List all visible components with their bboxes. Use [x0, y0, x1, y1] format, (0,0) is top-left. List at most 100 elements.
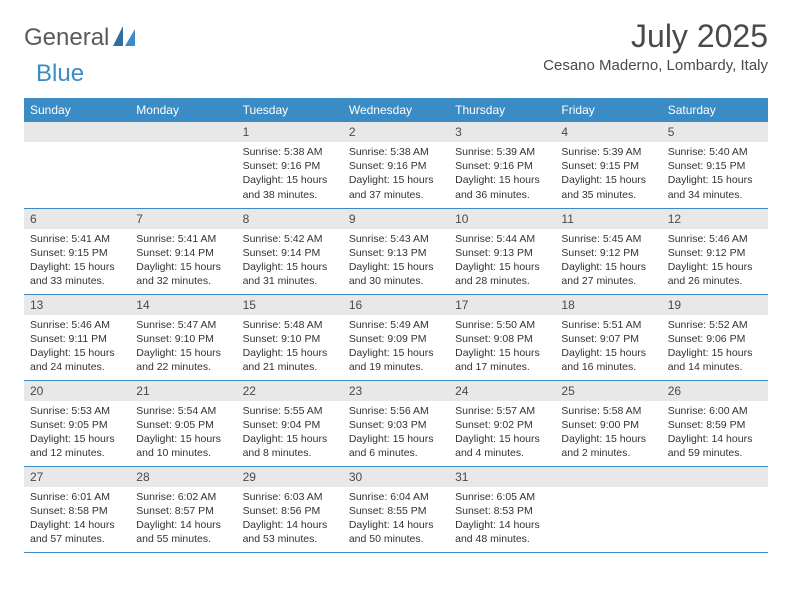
sunrise-text: Sunrise: 6:02 AM — [136, 490, 230, 504]
daylight-text: Daylight: 15 hours and 6 minutes. — [349, 432, 443, 460]
daylight-text: Daylight: 15 hours and 10 minutes. — [136, 432, 230, 460]
sunrise-text: Sunrise: 5:38 AM — [243, 145, 337, 159]
sunrise-text: Sunrise: 5:49 AM — [349, 318, 443, 332]
day-details: Sunrise: 5:55 AMSunset: 9:04 PMDaylight:… — [237, 401, 343, 465]
day-number: 21 — [130, 381, 236, 401]
daylight-text: Daylight: 15 hours and 24 minutes. — [30, 346, 124, 374]
empty-day-number — [662, 467, 768, 487]
day-number: 27 — [24, 467, 130, 487]
calendar-day-cell: 8Sunrise: 5:42 AMSunset: 9:14 PMDaylight… — [237, 208, 343, 294]
calendar-day-cell: 26Sunrise: 6:00 AMSunset: 8:59 PMDayligh… — [662, 380, 768, 466]
sunrise-text: Sunrise: 6:03 AM — [243, 490, 337, 504]
day-number: 25 — [555, 381, 661, 401]
sunset-text: Sunset: 9:15 PM — [668, 159, 762, 173]
daylight-text: Daylight: 15 hours and 33 minutes. — [30, 260, 124, 288]
calendar-empty-cell — [555, 466, 661, 552]
calendar-week-row: 27Sunrise: 6:01 AMSunset: 8:58 PMDayligh… — [24, 466, 768, 552]
calendar-day-cell: 19Sunrise: 5:52 AMSunset: 9:06 PMDayligh… — [662, 294, 768, 380]
sunrise-text: Sunrise: 5:45 AM — [561, 232, 655, 246]
day-details: Sunrise: 6:05 AMSunset: 8:53 PMDaylight:… — [449, 487, 555, 551]
daylight-text: Daylight: 14 hours and 57 minutes. — [30, 518, 124, 546]
logo: General — [24, 24, 135, 52]
title-month: July 2025 — [543, 18, 768, 55]
day-details: Sunrise: 5:43 AMSunset: 9:13 PMDaylight:… — [343, 229, 449, 293]
sunrise-text: Sunrise: 6:04 AM — [349, 490, 443, 504]
day-details: Sunrise: 5:57 AMSunset: 9:02 PMDaylight:… — [449, 401, 555, 465]
sunrise-text: Sunrise: 5:50 AM — [455, 318, 549, 332]
day-details: Sunrise: 5:38 AMSunset: 9:16 PMDaylight:… — [343, 142, 449, 206]
daylight-text: Daylight: 14 hours and 53 minutes. — [243, 518, 337, 546]
sunrise-text: Sunrise: 5:41 AM — [30, 232, 124, 246]
calendar-empty-cell — [130, 122, 236, 208]
daylight-text: Daylight: 15 hours and 21 minutes. — [243, 346, 337, 374]
calendar-day-cell: 14Sunrise: 5:47 AMSunset: 9:10 PMDayligh… — [130, 294, 236, 380]
calendar-body: 1Sunrise: 5:38 AMSunset: 9:16 PMDaylight… — [24, 122, 768, 552]
day-number: 5 — [662, 122, 768, 142]
calendar-day-cell: 20Sunrise: 5:53 AMSunset: 9:05 PMDayligh… — [24, 380, 130, 466]
calendar-day-cell: 3Sunrise: 5:39 AMSunset: 9:16 PMDaylight… — [449, 122, 555, 208]
sunset-text: Sunset: 9:02 PM — [455, 418, 549, 432]
day-number: 2 — [343, 122, 449, 142]
sunset-text: Sunset: 9:15 PM — [30, 246, 124, 260]
sunset-text: Sunset: 9:06 PM — [668, 332, 762, 346]
sunrise-text: Sunrise: 5:46 AM — [30, 318, 124, 332]
day-number: 12 — [662, 209, 768, 229]
day-number: 1 — [237, 122, 343, 142]
day-number: 10 — [449, 209, 555, 229]
day-details: Sunrise: 6:00 AMSunset: 8:59 PMDaylight:… — [662, 401, 768, 465]
calendar-day-header: Friday — [555, 98, 661, 122]
daylight-text: Daylight: 15 hours and 31 minutes. — [243, 260, 337, 288]
day-details: Sunrise: 5:56 AMSunset: 9:03 PMDaylight:… — [343, 401, 449, 465]
logo-sail-icon — [113, 26, 135, 51]
calendar-day-cell: 30Sunrise: 6:04 AMSunset: 8:55 PMDayligh… — [343, 466, 449, 552]
calendar-week-row: 1Sunrise: 5:38 AMSunset: 9:16 PMDaylight… — [24, 122, 768, 208]
sunset-text: Sunset: 9:11 PM — [30, 332, 124, 346]
sunset-text: Sunset: 9:09 PM — [349, 332, 443, 346]
day-number: 24 — [449, 381, 555, 401]
sunrise-text: Sunrise: 5:53 AM — [30, 404, 124, 418]
sunset-text: Sunset: 9:07 PM — [561, 332, 655, 346]
sunrise-text: Sunrise: 6:00 AM — [668, 404, 762, 418]
calendar-day-header: Wednesday — [343, 98, 449, 122]
sunset-text: Sunset: 8:56 PM — [243, 504, 337, 518]
day-details: Sunrise: 5:41 AMSunset: 9:15 PMDaylight:… — [24, 229, 130, 293]
day-details: Sunrise: 5:50 AMSunset: 9:08 PMDaylight:… — [449, 315, 555, 379]
day-details: Sunrise: 6:04 AMSunset: 8:55 PMDaylight:… — [343, 487, 449, 551]
sunset-text: Sunset: 9:04 PM — [243, 418, 337, 432]
sunrise-text: Sunrise: 5:54 AM — [136, 404, 230, 418]
sunrise-text: Sunrise: 5:44 AM — [455, 232, 549, 246]
daylight-text: Daylight: 14 hours and 59 minutes. — [668, 432, 762, 460]
calendar-day-cell: 1Sunrise: 5:38 AMSunset: 9:16 PMDaylight… — [237, 122, 343, 208]
sunrise-text: Sunrise: 5:48 AM — [243, 318, 337, 332]
day-details: Sunrise: 6:02 AMSunset: 8:57 PMDaylight:… — [130, 487, 236, 551]
sunset-text: Sunset: 9:15 PM — [561, 159, 655, 173]
sunset-text: Sunset: 8:57 PM — [136, 504, 230, 518]
calendar-day-cell: 27Sunrise: 6:01 AMSunset: 8:58 PMDayligh… — [24, 466, 130, 552]
title-location: Cesano Maderno, Lombardy, Italy — [543, 57, 768, 74]
calendar-day-cell: 22Sunrise: 5:55 AMSunset: 9:04 PMDayligh… — [237, 380, 343, 466]
daylight-text: Daylight: 15 hours and 14 minutes. — [668, 346, 762, 374]
day-number: 9 — [343, 209, 449, 229]
sunrise-text: Sunrise: 6:05 AM — [455, 490, 549, 504]
daylight-text: Daylight: 15 hours and 12 minutes. — [30, 432, 124, 460]
sunset-text: Sunset: 8:53 PM — [455, 504, 549, 518]
title-block: July 2025 Cesano Maderno, Lombardy, Ital… — [543, 18, 768, 74]
daylight-text: Daylight: 15 hours and 37 minutes. — [349, 173, 443, 201]
day-number: 26 — [662, 381, 768, 401]
sunset-text: Sunset: 9:12 PM — [668, 246, 762, 260]
day-number: 22 — [237, 381, 343, 401]
calendar-empty-cell — [662, 466, 768, 552]
day-number: 23 — [343, 381, 449, 401]
daylight-text: Daylight: 15 hours and 28 minutes. — [455, 260, 549, 288]
calendar-day-cell: 29Sunrise: 6:03 AMSunset: 8:56 PMDayligh… — [237, 466, 343, 552]
sunset-text: Sunset: 9:13 PM — [455, 246, 549, 260]
sunset-text: Sunset: 9:08 PM — [455, 332, 549, 346]
daylight-text: Daylight: 15 hours and 2 minutes. — [561, 432, 655, 460]
sunset-text: Sunset: 9:05 PM — [136, 418, 230, 432]
sunrise-text: Sunrise: 5:42 AM — [243, 232, 337, 246]
day-details: Sunrise: 5:51 AMSunset: 9:07 PMDaylight:… — [555, 315, 661, 379]
day-details: Sunrise: 5:48 AMSunset: 9:10 PMDaylight:… — [237, 315, 343, 379]
calendar-day-cell: 2Sunrise: 5:38 AMSunset: 9:16 PMDaylight… — [343, 122, 449, 208]
daylight-text: Daylight: 15 hours and 26 minutes. — [668, 260, 762, 288]
calendar-day-cell: 23Sunrise: 5:56 AMSunset: 9:03 PMDayligh… — [343, 380, 449, 466]
